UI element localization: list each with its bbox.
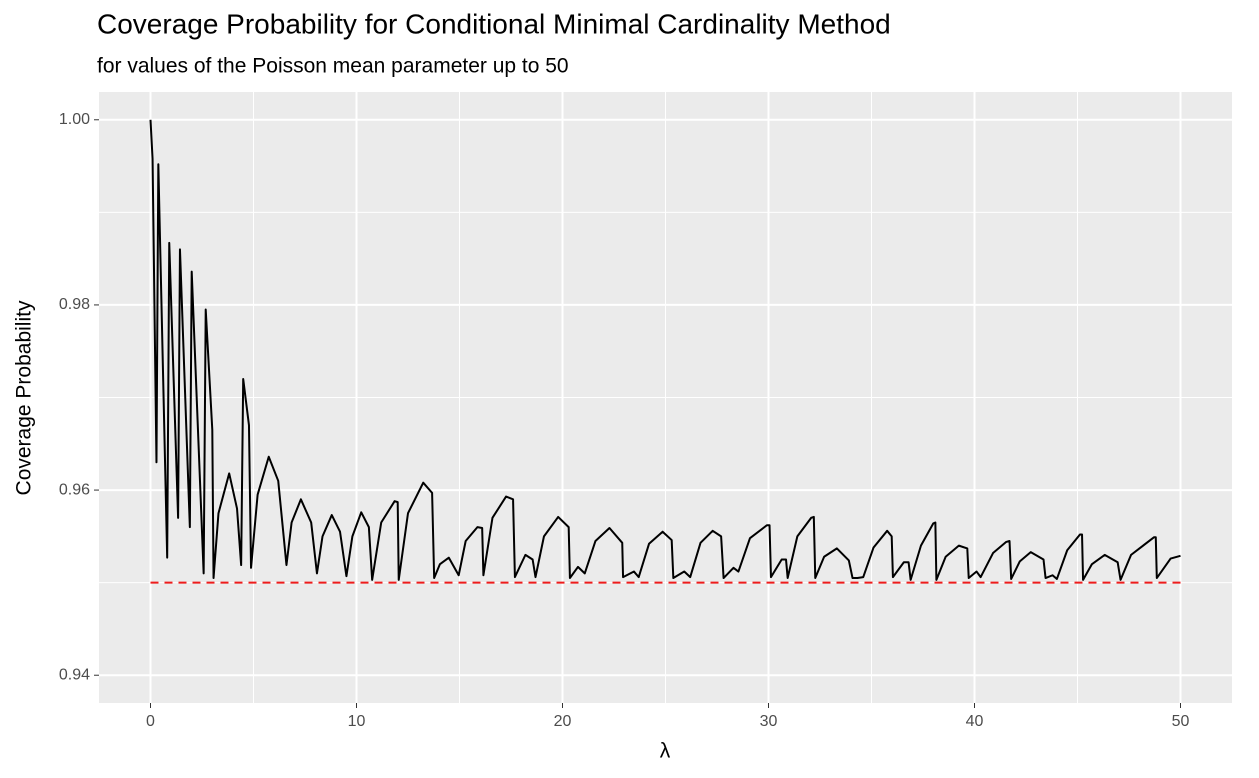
x-tick-label: 20	[554, 713, 572, 730]
y-axis-label: Coverage Probability	[13, 300, 36, 495]
y-tick-label: 0.98	[59, 296, 90, 313]
y-tick-label: 1.00	[59, 111, 90, 128]
x-tick-label: 40	[966, 713, 984, 730]
y-tick-label: 0.96	[59, 481, 90, 498]
y-tick-label: 0.94	[59, 666, 90, 683]
data-line	[149, 119, 1181, 581]
chart-subtitle: for values of the Poisson mean parameter…	[97, 55, 569, 78]
chart-title: Coverage Probability for Conditional Min…	[97, 8, 891, 39]
x-axis-label: λ	[660, 740, 671, 763]
x-tick-label: 10	[348, 713, 366, 730]
x-tick-label: 30	[760, 713, 778, 730]
x-tick-label: 0	[146, 713, 155, 730]
x-tick-label: 50	[1172, 713, 1190, 730]
